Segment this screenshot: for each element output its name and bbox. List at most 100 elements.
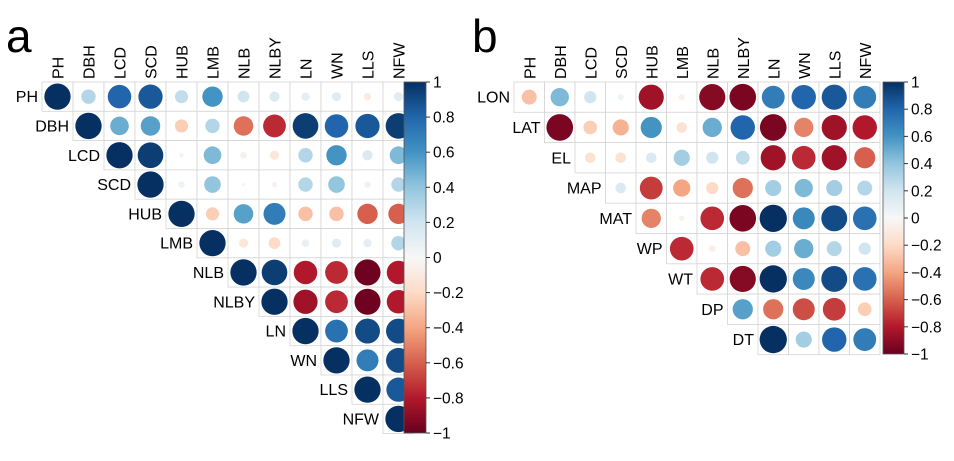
correlation-circle-wt-wn [792, 267, 815, 290]
correlation-circle-hub-nlb [233, 204, 254, 224]
column-label-hub: HUB [175, 45, 192, 79]
correlation-circle-lon-nlby [729, 83, 757, 111]
colorbar-tick-label: −1 [911, 347, 929, 364]
correlation-circle-dbh-lcd [110, 116, 129, 136]
correlation-circle-wt-ln [759, 265, 787, 293]
correlation-circle-dt-wn [795, 331, 812, 348]
correlation-circle-map-nlby [732, 177, 753, 199]
correlation-circle-lat-scd [612, 119, 629, 136]
colorbar-tick-label: −0.2 [911, 238, 942, 255]
correlation-circle-lcd-hub [179, 152, 184, 158]
correlation-circle-el-nlb [706, 151, 719, 164]
correlation-circle-dbh-ln [292, 113, 319, 139]
row-label-nlb: NLB [193, 265, 224, 282]
correlation-circle-lon-ln [761, 85, 785, 109]
correlation-circle-lmb-ln [301, 239, 310, 247]
correlation-circle-ph-ph [44, 83, 71, 110]
correlation-circle-wn-wn [323, 347, 350, 374]
correlation-circle-map-hub [639, 176, 663, 200]
correlation-circle-mat-nlby [729, 205, 757, 232]
row-label-mat: MAT [599, 211, 632, 228]
correlation-circle-lcd-lls [362, 150, 373, 161]
column-label-dbh: DBH [82, 45, 99, 79]
correlation-circle-wp-wn [794, 238, 814, 259]
correlation-circle-dbh-nlb [233, 116, 254, 136]
correlation-circle-dt-lls [822, 327, 847, 352]
panel-b-correlation-matrix: PH DBH LCD SCD HUB LMB NLB NLBY LN WN LLS NFW LONLAT… [477, 37, 942, 364]
colorbar-tick-label: 0.2 [433, 215, 455, 232]
row-label-nfw: NFW [343, 411, 380, 428]
row-label-wt: WT [668, 271, 693, 288]
correlation-circle-nlb-nlb [230, 259, 257, 286]
colorbar-tick-label: −0.2 [433, 285, 464, 302]
correlation-circle-lmb-wn [331, 238, 342, 248]
grid-cell [258, 81, 291, 112]
column-label-nlb: NLB [705, 48, 722, 79]
correlation-circle-scd-ln [298, 177, 313, 192]
correlation-circle-mat-ln [759, 204, 787, 233]
correlation-circle-dt-ln [759, 325, 787, 354]
column-label-scd: SCD [614, 45, 631, 79]
row-label-lat: LAT [512, 120, 540, 137]
correlation-circle-el-scd [615, 152, 627, 164]
correlation-circle-dbh-wn [324, 114, 349, 138]
correlation-circle-lon-ph [521, 89, 537, 105]
row-label-wn: WN [290, 353, 317, 370]
colorbar-tick-label: 0 [911, 211, 920, 228]
correlation-circle-wp-nlb [708, 245, 716, 252]
row-label-ln: LN [266, 324, 286, 341]
column-label-nfw: NFW [858, 42, 875, 79]
column-label-nlb: NLB [237, 48, 254, 79]
row-label-lls: LLS [320, 382, 348, 399]
correlation-circle-mat-lls [821, 205, 848, 232]
column-label-ln: LN [766, 59, 783, 79]
column-label-hub: HUB [644, 45, 661, 79]
correlation-circle-lon-wn [791, 84, 816, 110]
panel-letter-b: b [472, 10, 498, 62]
column-label-wn: WN [330, 52, 347, 79]
correlation-circle-el-nlby [735, 150, 750, 165]
correlation-circle-mat-hub [641, 208, 661, 229]
column-label-ph: PH [522, 57, 539, 79]
row-label-lon: LON [477, 90, 510, 107]
column-label-lmb: LMB [206, 46, 223, 79]
correlation-circle-ln-ln [292, 317, 319, 345]
correlation-circle-ph-dbh [81, 89, 96, 104]
correlation-circle-lcd-lmb [203, 146, 222, 165]
correlation-circle-ph-nlb [237, 90, 250, 103]
correlation-circle-lcd-nlb [240, 152, 247, 159]
colorbar-tick-label: 0.4 [433, 180, 455, 197]
correlation-circle-wt-nlby [729, 265, 756, 293]
correlation-circle-dp-nfw [857, 302, 872, 317]
correlation-circle-mat-lmb [679, 215, 685, 222]
colorbar [882, 81, 905, 355]
correlation-circle-map-scd [615, 182, 627, 194]
column-label-ph: PH [51, 57, 68, 79]
correlation-circle-lls-lls [354, 376, 381, 403]
correlation-circle-wp-lls [826, 241, 842, 257]
colorbar-tick-label: 1 [911, 75, 920, 92]
correlation-circle-ph-hub [174, 90, 189, 104]
correlation-circle-nlb-wn [325, 261, 348, 284]
row-label-dbh: DBH [35, 118, 69, 135]
correlation-circle-el-nfw [854, 147, 876, 169]
colorbar-tick-label: 0.6 [911, 129, 933, 146]
correlation-circle-map-lmb [673, 179, 691, 197]
column-label-wn: WN [797, 52, 814, 79]
correlation-circle-lcd-ln [298, 148, 313, 163]
correlation-circle-ph-nlby [269, 91, 280, 102]
correlation-circle-lon-nfw [853, 85, 877, 109]
row-label-dt: DT [733, 332, 755, 349]
correlation-circle-lon-lmb [678, 94, 685, 101]
correlation-circle-lon-nlb [699, 84, 726, 111]
column-label-ln: LN [299, 59, 316, 79]
correlation-circle-nlb-nlby [261, 259, 288, 286]
correlation-circle-lcd-wn [326, 145, 347, 166]
column-label-dbh: DBH [553, 45, 570, 79]
correlation-circle-dbh-lls [355, 113, 380, 139]
correlation-circle-el-lls [821, 145, 847, 171]
correlation-circle-dt-nfw [853, 328, 877, 351]
row-label-dp: DP [701, 302, 723, 319]
correlation-circle-lat-ln [759, 114, 787, 141]
